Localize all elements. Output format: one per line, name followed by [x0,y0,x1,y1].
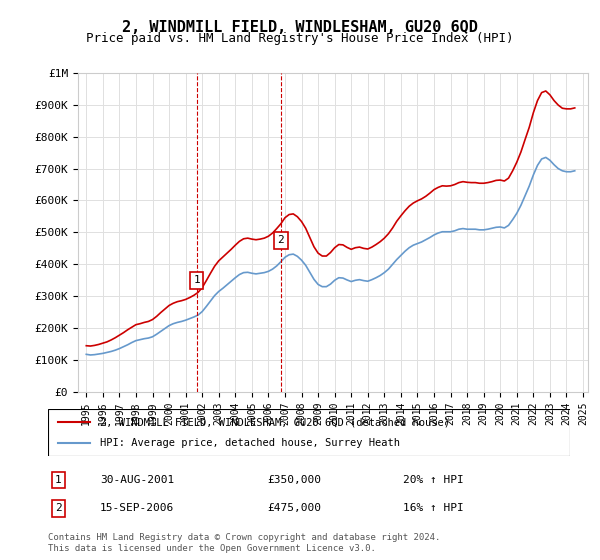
Text: £350,000: £350,000 [267,475,321,485]
Text: 2, WINDMILL FIELD, WINDLESHAM, GU20 6QD (detached house): 2, WINDMILL FIELD, WINDLESHAM, GU20 6QD … [100,417,450,427]
Text: Price paid vs. HM Land Registry's House Price Index (HPI): Price paid vs. HM Land Registry's House … [86,32,514,45]
Text: 16% ↑ HPI: 16% ↑ HPI [403,503,464,514]
Text: £475,000: £475,000 [267,503,321,514]
Text: 2: 2 [55,503,62,514]
Text: HPI: Average price, detached house, Surrey Heath: HPI: Average price, detached house, Surr… [100,438,400,448]
Text: 1: 1 [55,475,62,485]
Text: 1: 1 [193,276,200,285]
Text: 15-SEP-2006: 15-SEP-2006 [100,503,175,514]
Text: 20% ↑ HPI: 20% ↑ HPI [403,475,464,485]
Text: 30-AUG-2001: 30-AUG-2001 [100,475,175,485]
Text: Contains HM Land Registry data © Crown copyright and database right 2024.
This d: Contains HM Land Registry data © Crown c… [48,533,440,553]
Text: 2, WINDMILL FIELD, WINDLESHAM, GU20 6QD: 2, WINDMILL FIELD, WINDLESHAM, GU20 6QD [122,20,478,35]
Text: 2: 2 [277,235,284,245]
